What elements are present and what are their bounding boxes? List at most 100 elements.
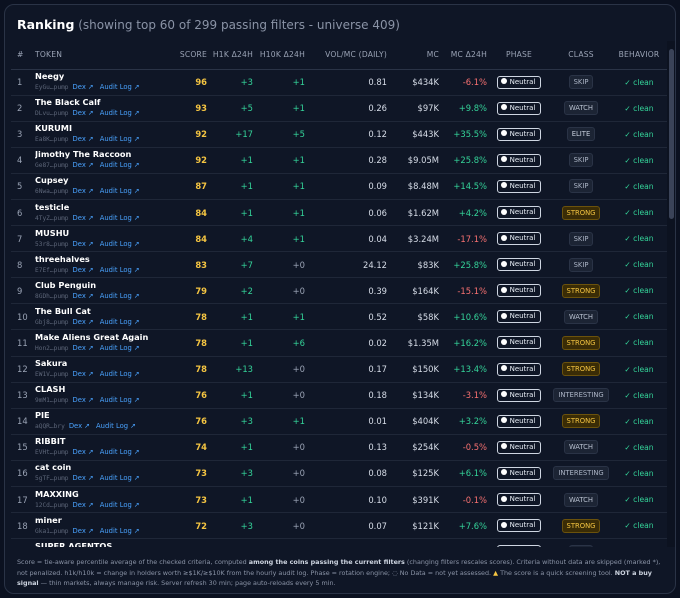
dex-link[interactable]: Dex ↗ — [72, 135, 94, 144]
audit-log-link[interactable]: Audit Log ↗ — [99, 161, 140, 170]
token-address[interactable]: DLvu…pump — [35, 110, 69, 118]
audit-log-link[interactable]: Audit Log ↗ — [99, 213, 140, 222]
table-row[interactable]: 17 MAXXING 12Cd…pump Dex ↗ Audit Log ↗ 73 +1 +0… — [11, 486, 667, 514]
token-name[interactable]: Neegy — [35, 71, 65, 82]
table-row[interactable]: 18 miner Gka1…pump Dex ↗ Audit Log ↗ 72 +3 +0 0.… — [11, 512, 667, 540]
col-h10k[interactable]: H10K Δ24H — [253, 41, 305, 70]
dex-link[interactable]: Dex ↗ — [72, 526, 94, 535]
table-row[interactable]: 1 Neegy EyGu…pump Dex ↗ Audit Log ↗ 96 +3 +1 0.8… — [11, 69, 667, 96]
col-mc-delta[interactable]: MC Δ24H — [439, 41, 487, 70]
audit-log-link[interactable]: Audit Log ↗ — [99, 396, 140, 405]
token-name[interactable]: PIE — [35, 410, 50, 421]
col-h1k[interactable]: H1K Δ24H — [207, 41, 253, 70]
token-name[interactable]: KURUMI — [35, 123, 72, 134]
token-address[interactable]: 8GDh…pump — [35, 292, 69, 300]
token-address[interactable]: 53r8…pump — [35, 240, 69, 248]
audit-log-link[interactable]: Audit Log ↗ — [99, 448, 140, 457]
audit-log-link[interactable]: Audit Log ↗ — [96, 422, 136, 431]
audit-log-link[interactable]: Audit Log ↗ — [99, 135, 140, 144]
token-address[interactable]: EW1V…pump — [35, 371, 69, 379]
audit-log-link[interactable]: Audit Log ↗ — [99, 500, 140, 509]
token-address[interactable]: 12Cd…pump — [35, 501, 69, 509]
dex-link[interactable]: Dex ↗ — [72, 187, 94, 196]
token-address[interactable]: E7Ef…pump — [35, 266, 69, 274]
audit-log-link[interactable]: Audit Log ↗ — [99, 239, 140, 248]
token-address[interactable]: Ge87…pump — [35, 162, 69, 170]
table-row[interactable]: 11 Make Aliens Great Again Hon2…pump Dex ↗ A… — [11, 329, 667, 357]
table-row[interactable]: 8 threehalves E7Ef…pump Dex ↗ Audit Log ↗ 83 +… — [11, 251, 667, 279]
audit-log-link[interactable]: Audit Log ↗ — [99, 83, 140, 92]
token-address[interactable]: Gka1…pump — [35, 527, 69, 535]
token-name[interactable]: MAXXING — [35, 488, 79, 499]
audit-log-link[interactable]: Audit Log ↗ — [99, 474, 140, 483]
dex-link[interactable]: Dex ↗ — [72, 109, 94, 118]
audit-log-link[interactable]: Audit Log ↗ — [99, 109, 140, 118]
audit-log-link[interactable]: Audit Log ↗ — [99, 265, 140, 274]
table-row[interactable]: 16 cat coin 5gTF…pump Dex ↗ Audit Log ↗ 73 +3 +… — [11, 460, 667, 488]
token-address[interactable]: Gbj8…pump — [35, 318, 69, 326]
ranking-table-container[interactable]: # TOKEN SCORE H1K Δ24H H10K Δ24H VOL/MC … — [11, 41, 667, 547]
token-address[interactable]: 5gTF…pump — [35, 475, 69, 483]
table-row[interactable]: 6 testicle 4TyZ…pump Dex ↗ Audit Log ↗ 84 +1 +1… — [11, 199, 667, 227]
scrollbar-thumb[interactable] — [669, 49, 674, 219]
token-name[interactable]: cat coin — [35, 462, 72, 473]
token-name[interactable]: miner — [35, 514, 62, 525]
dex-link[interactable]: Dex ↗ — [72, 317, 94, 326]
col-class[interactable]: CLASS — [551, 41, 611, 70]
audit-log-link[interactable]: Audit Log ↗ — [99, 370, 140, 379]
token-address[interactable]: 4TyZ…pump — [35, 214, 69, 222]
token-address[interactable]: 6Nwa…pump — [35, 188, 69, 196]
col-phase[interactable]: PHASE — [487, 41, 551, 70]
dex-link[interactable]: Dex ↗ — [72, 474, 94, 483]
token-name[interactable]: SUPER AGENTOS — [35, 540, 113, 547]
token-address[interactable]: EyGu…pump — [35, 84, 69, 92]
audit-log-link[interactable]: Audit Log ↗ — [99, 291, 140, 300]
dex-link[interactable]: Dex ↗ — [72, 291, 94, 300]
token-name[interactable]: Make Aliens Great Again — [35, 331, 149, 342]
token-name[interactable]: The Bull Cat — [35, 305, 91, 316]
col-mc[interactable]: MC — [387, 41, 439, 70]
table-row[interactable]: 3 KURUMI Ea8K…pump Dex ↗ Audit Log ↗ 92 +17 +5 0… — [11, 121, 667, 148]
table-row[interactable]: 9 Club Penguin 8GDh…pump Dex ↗ Audit Log ↗ 79… — [11, 277, 667, 305]
table-row[interactable]: 2 The Black Calf DLvu…pump Dex ↗ Audit Log ↗… — [11, 95, 667, 122]
dex-link[interactable]: Dex ↗ — [72, 343, 94, 352]
token-address[interactable]: aQQR…bry — [35, 423, 65, 431]
dex-link[interactable]: Dex ↗ — [72, 396, 94, 405]
dex-link[interactable]: Dex ↗ — [72, 500, 94, 509]
col-rank[interactable]: # — [11, 41, 35, 70]
dex-link[interactable]: Dex ↗ — [72, 83, 94, 92]
token-name[interactable]: RIBBIT — [35, 436, 66, 447]
token-name[interactable]: testicle — [35, 201, 70, 212]
token-address[interactable]: 9mM1…pump — [35, 397, 69, 405]
dex-link[interactable]: Dex ↗ — [72, 213, 94, 222]
table-row[interactable]: 13 CLASH 9mM1…pump Dex ↗ Audit Log ↗ 76 +1 +0 0.… — [11, 382, 667, 409]
table-row[interactable]: 12 Sakura EW1V…pump Dex ↗ Audit Log ↗ 78 +13 +0… — [11, 356, 667, 383]
token-name[interactable]: MUSHU — [35, 227, 70, 238]
audit-log-link[interactable]: Audit Log ↗ — [99, 317, 140, 326]
table-row[interactable]: 7 MUSHU 53r8…pump Dex ↗ Audit Log ↗ 84 +4 +1 0.0… — [11, 225, 667, 253]
token-name[interactable]: Club Penguin — [35, 279, 97, 290]
audit-log-link[interactable]: Audit Log ↗ — [99, 187, 140, 196]
table-row[interactable]: 15 RIBBIT EVHt…pump Dex ↗ Audit Log ↗ 74 +1 +0 0… — [11, 434, 667, 461]
audit-log-link[interactable]: Audit Log ↗ — [99, 526, 140, 535]
token-address[interactable]: Ea8K…pump — [35, 136, 69, 144]
dex-link[interactable]: Dex ↗ — [72, 161, 94, 170]
col-score[interactable]: SCORE — [169, 41, 207, 70]
table-row[interactable]: 10 The Bull Cat Gbj8…pump Dex ↗ Audit Log ↗ 7… — [11, 303, 667, 331]
dex-link[interactable]: Dex ↗ — [72, 448, 94, 457]
token-name[interactable]: The Black Calf — [35, 97, 101, 108]
token-name[interactable]: Cupsey — [35, 175, 69, 186]
col-behavior[interactable]: BEHAVIOR — [611, 41, 667, 70]
dex-link[interactable]: Dex ↗ — [72, 265, 94, 274]
table-row[interactable]: 4 Jimothy The Raccoon Ge87…pump Dex ↗ Audit … — [11, 147, 667, 174]
dex-link[interactable]: Dex ↗ — [72, 239, 94, 248]
token-name[interactable]: CLASH — [35, 384, 66, 395]
table-row[interactable]: 14 PIE aQQR…bry Dex ↗ Audit Log ↗ 76 +3 +1 0.01 $… — [11, 408, 667, 435]
table-scrollbar[interactable] — [667, 41, 675, 547]
token-address[interactable]: Hon2…pump — [35, 344, 69, 352]
token-address[interactable]: EVHt…pump — [35, 449, 69, 457]
dex-link[interactable]: Dex ↗ — [68, 422, 90, 431]
col-token[interactable]: TOKEN — [35, 41, 169, 70]
table-row[interactable]: 5 Cupsey 6Nwa…pump Dex ↗ Audit Log ↗ 87 +1 +1 0.… — [11, 173, 667, 200]
